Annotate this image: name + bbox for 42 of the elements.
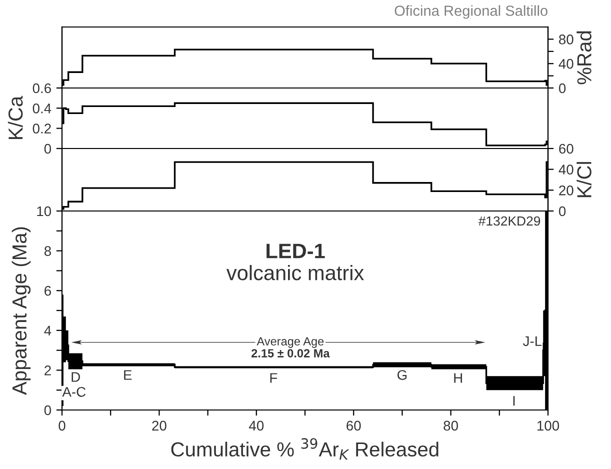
x-tick-label: 100 [537, 420, 560, 431]
annotation: F [270, 373, 278, 383]
y-axis-title: K/Ca [8, 96, 23, 139]
y2-tick-label: 40 [558, 164, 574, 175]
y2-tick-label: 40 [558, 58, 574, 69]
y2-axis-title: %Rad [576, 31, 592, 84]
annotation: D [72, 372, 80, 382]
y-tick-label: 2 [44, 366, 51, 376]
y2-tick-label: 80 [559, 34, 574, 44]
y2-tick-label: 20 [559, 186, 574, 196]
annotation: #132KD29 [478, 216, 540, 226]
text: volcanic matrix [226, 264, 364, 280]
x-tick-label: 0 [58, 420, 66, 431]
y-tick-label: 0.2 [32, 124, 51, 134]
y-tick-label: 0 [44, 405, 52, 416]
y-axis-title: Apparent Age (Ma) [12, 227, 31, 395]
x-axis-title: Cumulative % $^{39}$Ar$_{K}$ Released [171, 438, 438, 460]
y2-tick-label: 0 [558, 206, 566, 216]
annotation: I [513, 396, 515, 406]
y-tick-label: 0 [44, 144, 52, 154]
y-tick-label: 0.4 [32, 104, 52, 114]
text: LED-1 [266, 244, 325, 258]
y-tick-label: 0.6 [32, 83, 51, 94]
annotation: H [454, 373, 462, 383]
y2-tick-label: 0 [558, 83, 566, 94]
x-tick-label: 20 [152, 420, 166, 431]
annotation: E [124, 370, 132, 380]
annotation: Average Age [256, 337, 324, 348]
y-tick-label: 8 [44, 246, 51, 256]
annotation: 2.15 ± 0.02 Ma [251, 349, 330, 358]
y-tick-label: 6 [44, 286, 51, 296]
annotation: G [397, 370, 407, 380]
annotation: A-C [62, 386, 86, 397]
y2-axis-title: K/Cl [576, 162, 592, 198]
y-tick-label: 10 [37, 206, 52, 216]
annotation: J-L [523, 336, 542, 346]
y2-tick-label: 60 [559, 144, 574, 154]
x-tick-label: 40 [248, 420, 264, 431]
x-tick-label: 60 [346, 420, 361, 431]
text: Oficina Regional Saltillo [394, 5, 548, 19]
x-tick-label: 80 [444, 420, 458, 431]
y-tick-label: 4 [44, 326, 52, 336]
